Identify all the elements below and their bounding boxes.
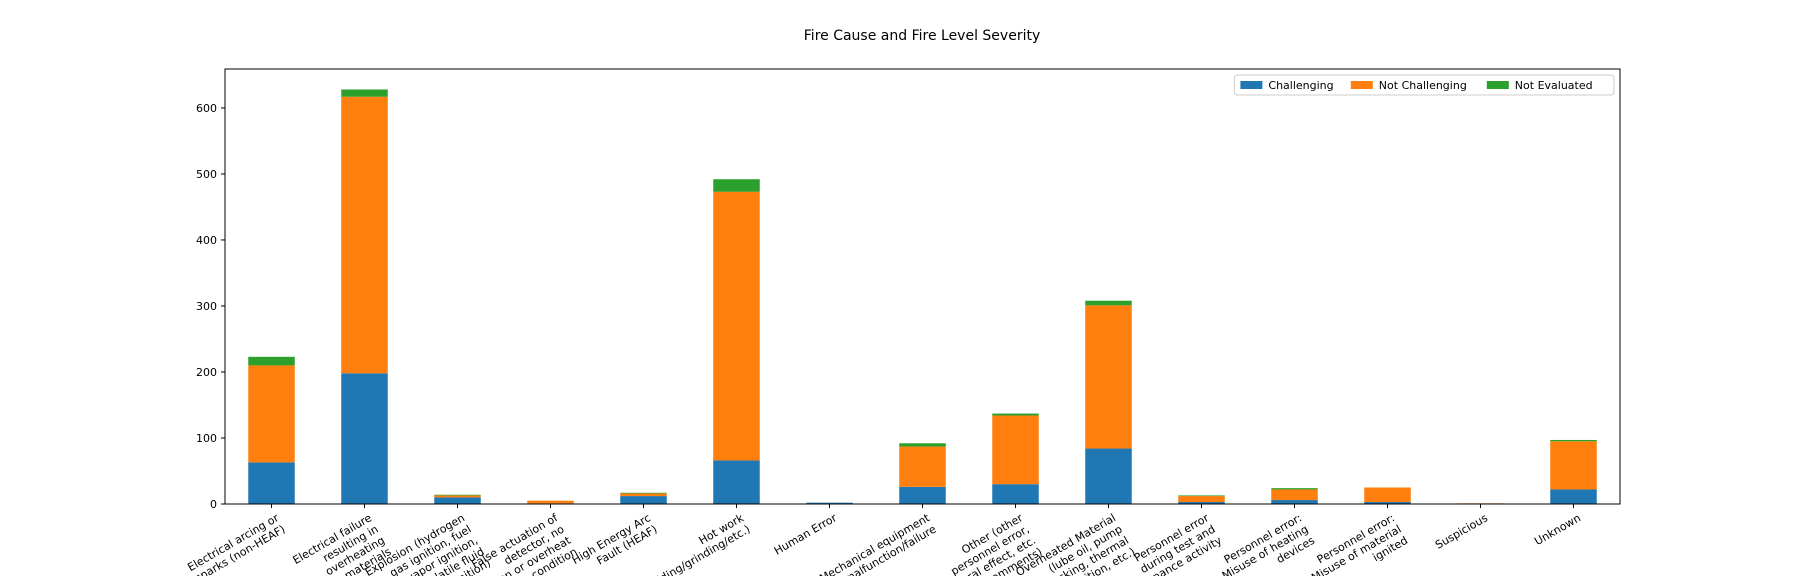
bar-segment <box>713 191 760 461</box>
bar-segment <box>899 486 946 504</box>
bar-segment <box>434 494 481 496</box>
x-tick-label: False actuation ofdetector, noignition o… <box>460 511 581 576</box>
x-tick-label-group: Personnel error:Misuse of heatingdevices <box>1213 511 1317 576</box>
bar-segment <box>1364 502 1411 504</box>
y-tick-label: 300 <box>196 300 217 313</box>
bar-segment <box>1178 502 1225 504</box>
x-tick-label: Personnel errorduring test andmaintenanc… <box>1104 511 1224 576</box>
y-tick-label: 200 <box>196 366 217 379</box>
bar-segment <box>713 179 760 192</box>
bar-segment <box>1550 439 1597 442</box>
x-tick-label-group: Unknown <box>1532 511 1583 548</box>
bar-segment <box>1271 500 1318 504</box>
bar-segment <box>1271 489 1318 501</box>
bar-segment <box>806 502 853 504</box>
x-tick-label: High Energy ArcFault (HEAF) <box>570 511 660 576</box>
y-tick-label: 100 <box>196 432 217 445</box>
x-tick-label-group: High Energy ArcFault (HEAF) <box>570 511 660 576</box>
y-tick-label: 500 <box>196 168 217 181</box>
bar-segment <box>341 89 388 97</box>
bar-segment <box>341 373 388 504</box>
bar-segment <box>1550 489 1597 504</box>
x-tick-label: Electrical arcing orsparks (non-HEAF) <box>185 511 288 576</box>
bar-segment <box>713 460 760 504</box>
bar-segment <box>1178 496 1225 503</box>
bar-segment <box>620 492 667 494</box>
x-tick-label: Personnel error:Misuse of heatingdevices <box>1213 511 1317 576</box>
plot-frame <box>224 68 1621 505</box>
x-tick-label-group: Personnel error:Misuse of materialignite… <box>1303 511 1410 576</box>
bar-segment <box>1550 441 1597 490</box>
bar-segment <box>992 484 1039 504</box>
y-tick-label: 600 <box>196 102 217 115</box>
legend-swatch <box>1240 81 1263 89</box>
x-tick-label-group: Overheated Material(lube oil, pumppackin… <box>1014 511 1138 576</box>
y-tick-label: 0 <box>210 498 217 511</box>
x-tick-label-group: False actuation ofdetector, noignition o… <box>460 511 581 576</box>
x-tick-label-group: Personnel errorduring test andmaintenanc… <box>1104 511 1224 576</box>
bar-segment <box>434 497 481 504</box>
bar-segment <box>899 446 946 487</box>
x-tick-label: Overheated Material(lube oil, pumppackin… <box>1014 511 1138 576</box>
bar-segment <box>527 500 574 504</box>
bar-segment <box>248 365 295 463</box>
legend-label: Not Challenging <box>1379 79 1467 92</box>
legend-swatch <box>1350 81 1373 89</box>
legend-label: Challenging <box>1268 79 1333 92</box>
bar-segment <box>1085 305 1132 449</box>
x-tick-label-group: Suspicious <box>1433 511 1490 552</box>
y-tick-label: 400 <box>196 234 217 247</box>
bar-segment <box>620 493 667 497</box>
bar-segment <box>1085 300 1132 306</box>
chart-title: Fire Cause and Fire Level Severity <box>804 28 1040 44</box>
bar-segment <box>1364 487 1411 503</box>
x-tick-label: Unknown <box>1532 511 1583 548</box>
x-tick-label: Human Error <box>772 511 840 557</box>
bar-segment <box>1271 488 1318 490</box>
x-tick-label-group: Electrical arcing orsparks (non-HEAF) <box>185 511 288 576</box>
bar-segment <box>248 356 295 366</box>
bar-segment <box>248 462 295 504</box>
bar-segment <box>341 96 388 374</box>
x-tick-label-group: Human Error <box>772 511 840 557</box>
bar-segment <box>620 496 667 504</box>
bar-segment <box>434 495 481 498</box>
legend-swatch <box>1486 81 1509 89</box>
bar-segment <box>992 413 1039 416</box>
legend-label: Not Evaluated <box>1515 79 1593 92</box>
x-tick-label: Suspicious <box>1433 511 1490 552</box>
bar-segment <box>1085 448 1132 504</box>
x-tick-label: Personnel error:Misuse of materialignite… <box>1303 511 1410 576</box>
bar-segment <box>899 443 946 447</box>
legend-frame <box>1233 74 1615 96</box>
bar-segment <box>992 415 1039 485</box>
bar-segment <box>1178 495 1225 497</box>
